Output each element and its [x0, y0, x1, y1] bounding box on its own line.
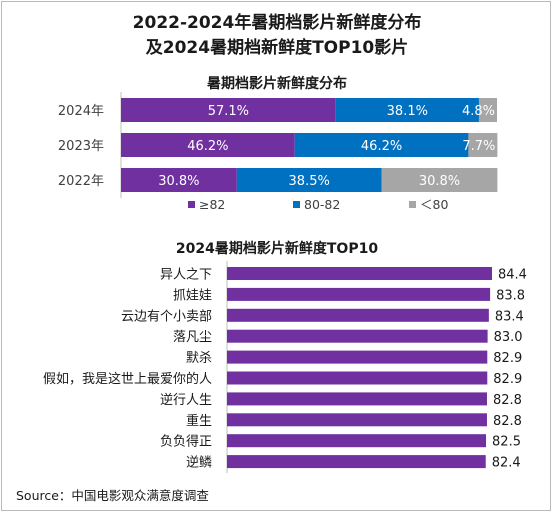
movie-label-9: 逆鳞 [186, 455, 212, 471]
top10-value-8: 82.5 [492, 435, 521, 450]
movie-label-7: 重生 [186, 413, 212, 429]
movie-label-8: 负负得正 [160, 434, 212, 450]
top10-value-0: 84.4 [498, 268, 527, 283]
data-label-1-0: 46.2% [187, 139, 228, 154]
top10-chart-title: 2024暑期档影片新鲜度TOP10 [175, 241, 379, 257]
bar-segment-1-1 [294, 133, 469, 157]
top10-value-9: 82.4 [492, 456, 521, 471]
movie-label-2: 云边有个小卖部 [121, 309, 212, 324]
top10-value-5: 82.9 [493, 372, 522, 387]
bar-segment-0-0 [121, 98, 336, 122]
top10-value-6: 82.8 [493, 393, 522, 408]
top10-bar-2 [227, 308, 489, 322]
data-label-1-2: 7.7% [462, 139, 495, 154]
data-label-2-1: 38.5% [289, 174, 330, 189]
top10-bar-7 [227, 413, 487, 427]
movie-label-5: 假如，我是这世上最爱你的人 [43, 371, 212, 387]
legend-label-0: ≥82 [199, 197, 225, 212]
bar-segment-2-0 [121, 168, 237, 192]
legend-label-1: 80-82 [304, 197, 340, 212]
top10-value-2: 83.4 [495, 309, 524, 324]
legend-swatch-2 [409, 201, 416, 208]
top10-bar-9 [227, 455, 486, 469]
bar-segment-1-0 [121, 133, 295, 157]
top10-bar-1 [227, 287, 491, 301]
top10-bar-3 [227, 329, 488, 343]
movie-label-4: 默杀 [186, 350, 212, 366]
data-label-2-0: 30.8% [158, 174, 199, 189]
movie-label-6: 逆行人生 [160, 392, 212, 408]
category-label-1: 2023年 [58, 139, 104, 154]
legend-swatch-1 [293, 201, 300, 208]
distribution-chart-title: 暑期档影片新鲜度分布 [207, 76, 347, 92]
movie-label-3: 落凡尘 [173, 330, 212, 345]
data-label-1-1: 46.2% [361, 139, 402, 154]
top10-value-4: 82.9 [493, 351, 522, 366]
top10-value-3: 83.0 [494, 330, 523, 345]
bar-segment-0-1 [335, 98, 479, 122]
data-label-0-0: 57.1% [208, 104, 249, 119]
data-label-0-1: 38.1% [387, 104, 428, 119]
top10-bar-5 [227, 371, 488, 385]
category-label-2: 2022年 [58, 174, 104, 189]
bar-segment-2-1 [236, 168, 382, 192]
data-label-2-2: 30.8% [419, 174, 460, 189]
top10-bar-0 [227, 267, 492, 280]
bar-segment-1-2 [468, 133, 498, 157]
top10-value-7: 82.8 [493, 414, 522, 429]
main-title-line1: 2022-2024年暑期档影片新鲜度分布 [132, 13, 422, 33]
source-note: Source：中国电影观众满意度调查 [16, 488, 209, 503]
bar-segment-2-2 [381, 168, 498, 192]
movie-label-0: 异人之下 [160, 268, 212, 283]
bar-segment-0-2 [478, 98, 497, 122]
top10-value-1: 83.8 [496, 288, 525, 303]
legend-swatch-0 [188, 201, 195, 208]
movie-label-1: 抓娃娃 [173, 288, 212, 303]
data-label-0-2: 4.8% [462, 104, 495, 119]
top10-bar-6 [227, 392, 487, 406]
main-title-line2: 及2024暑期档新鲜度TOP10影片 [145, 38, 409, 58]
category-label-0: 2024年 [58, 104, 104, 119]
top10-bar-4 [227, 350, 488, 364]
legend-label-2: ＜80 [420, 197, 448, 212]
top10-bar-8 [227, 434, 487, 448]
